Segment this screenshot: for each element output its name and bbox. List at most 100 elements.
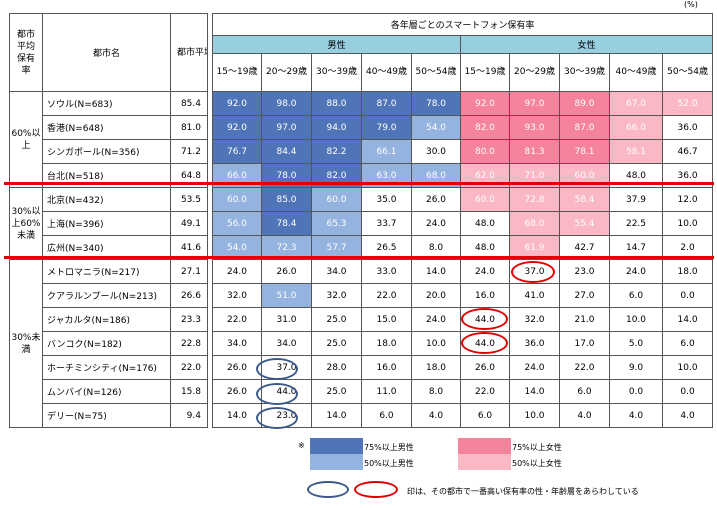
- male-rate-cell: 76.7: [212, 139, 262, 164]
- male-rate-cell: 54.0: [212, 235, 262, 260]
- city-name: ホーチミンシティ(N=176): [42, 355, 171, 380]
- city-name: バンコク(N=182): [42, 331, 171, 356]
- female-rate-cell: 12.0: [661, 187, 714, 212]
- female-rate-cell: 10.0: [661, 211, 714, 236]
- male-rate-cell: 54.0: [411, 115, 461, 140]
- ownership-band-label: 60%以上: [9, 91, 43, 188]
- table-row: クアラルンプール(N=213) 26.6 32.0 51.0 32.0 22.0 20.0 1…: [10, 283, 714, 308]
- table-row: シンガポール(N=356) 71.2 76.7 84.4 82.2 66.1 30.0 80.…: [10, 139, 714, 164]
- female-rate-cell: 0.0: [661, 283, 714, 308]
- female-rate-cell: 14.0: [661, 307, 714, 332]
- female-rate-cell: 26.0: [460, 355, 510, 380]
- table-row: ホーチミンシティ(N=176) 22.0 26.0 37.0 28.0 16.0 18.0 2…: [10, 355, 714, 380]
- city-average: 41.6: [170, 235, 208, 260]
- female-rate-cell: 10.0: [509, 403, 560, 428]
- male-rate-cell: 34.0: [212, 331, 262, 356]
- male-rate-cell: 24.0: [411, 211, 461, 236]
- age-header: 20～29歳: [261, 53, 312, 92]
- male-rate-cell: 57.7: [311, 235, 362, 260]
- ownership-band-label: 30%以上60%未満: [9, 187, 43, 260]
- female-rate-cell: 0.0: [609, 379, 663, 404]
- female-rate-cell: 18.0: [661, 259, 714, 284]
- male-header: 男性: [212, 35, 461, 54]
- male-rate-cell: 11.0: [361, 379, 412, 404]
- legend-male75: 75%以上男性: [364, 443, 414, 452]
- age-header: 20～29歳: [509, 53, 560, 92]
- female-rate-cell: 82.0: [460, 115, 510, 140]
- age-header: 40～49歳: [361, 53, 412, 92]
- male-rate-cell: 14.0: [311, 403, 362, 428]
- female-rate-cell: 89.0: [559, 91, 610, 116]
- male-rate-cell: 6.0: [361, 403, 412, 428]
- female-rate-cell: 48.0: [460, 235, 510, 260]
- male-rate-cell: 34.0: [261, 331, 312, 356]
- male-rate-cell: 22.0: [361, 283, 412, 308]
- female-rate-cell: 78.1: [559, 139, 610, 164]
- unit-label: (%): [684, 0, 698, 9]
- male-rate-cell: 60.0: [212, 187, 262, 212]
- female-rate-cell: 27.0: [559, 283, 610, 308]
- female-rate-cell: 41.0: [509, 283, 560, 308]
- city-avg-header: 都市平均保有率: [170, 13, 208, 92]
- male-rate-cell: 92.0: [212, 91, 262, 116]
- age-header: 15～19歳: [460, 53, 510, 92]
- table-row: ジャカルタ(N=186) 23.3 22.0 31.0 25.0 15.0 24.0 44.0…: [10, 307, 714, 332]
- city-average: 9.4: [170, 403, 208, 428]
- legend-swatch-male50: [310, 454, 363, 470]
- female-rate-cell: 72.8: [509, 187, 560, 212]
- female-rate-cell: 66.0: [609, 115, 663, 140]
- female-rate-cell: 80.0: [460, 139, 510, 164]
- female-rate-cell: 4.0: [661, 403, 714, 428]
- female-rate-cell: 22.0: [559, 355, 610, 380]
- city-average: 26.6: [170, 283, 208, 308]
- female-rate-cell: 4.0: [609, 403, 663, 428]
- male-rate-cell: 87.0: [361, 91, 412, 116]
- legend-male50: 50%以上男性: [364, 459, 414, 468]
- female-rate-cell: 58.4: [559, 187, 610, 212]
- legend-circle-note: 印は、その都市で一番高い保有率の性・年齢層をあらわしている: [407, 487, 639, 496]
- highlight-circle-red: [461, 332, 508, 354]
- city-average: 85.4: [170, 91, 208, 116]
- female-rate-cell: 60.0: [460, 187, 510, 212]
- city-name-header: 都市名: [42, 13, 171, 92]
- female-rate-cell: 22.5: [609, 211, 663, 236]
- female-rate-cell: 21.0: [559, 307, 610, 332]
- female-rate-cell: 4.0: [559, 403, 610, 428]
- female-rate-cell: 48.0: [460, 211, 510, 236]
- male-rate-cell: 33.7: [361, 211, 412, 236]
- city-average: 15.8: [170, 379, 208, 404]
- male-rate-cell: 20.0: [411, 283, 461, 308]
- female-rate-cell: 6.0: [460, 403, 510, 428]
- male-rate-cell: 79.0: [361, 115, 412, 140]
- female-rate-cell: 2.0: [661, 235, 714, 260]
- female-rate-cell: 68.0: [509, 211, 560, 236]
- female-rate-cell: 10.0: [609, 307, 663, 332]
- highlight-circle-blue: [256, 358, 298, 380]
- male-rate-cell: 78.4: [261, 211, 312, 236]
- age-header: 30～39歳: [559, 53, 610, 92]
- highlight-circle-blue: [256, 383, 298, 405]
- male-rate-cell: 14.0: [411, 259, 461, 284]
- male-rate-cell: 65.3: [311, 211, 362, 236]
- male-rate-cell: 97.0: [261, 115, 312, 140]
- legend-swatch-female75: [458, 438, 511, 454]
- male-rate-cell: 16.0: [361, 355, 412, 380]
- city-average: 27.1: [170, 259, 208, 284]
- female-rate-cell: 16.0: [460, 283, 510, 308]
- age-header: 30～39歳: [311, 53, 362, 92]
- legend-note-mark: ※: [298, 441, 305, 450]
- male-rate-cell: 66.1: [361, 139, 412, 164]
- avg-group-header: 都市平均保有率: [9, 13, 43, 92]
- male-rate-cell: 28.0: [311, 355, 362, 380]
- male-rate-cell: 25.0: [311, 379, 362, 404]
- age-header: 50～54歳: [411, 53, 461, 92]
- city-average: 22.0: [170, 355, 208, 380]
- table-row: 広州(N=340) 41.6 54.0 72.3 57.7 26.5 8.0 48.0 61.9…: [10, 235, 714, 260]
- legend-female75: 75%以上女性: [512, 443, 562, 452]
- male-rate-cell: 56.0: [212, 211, 262, 236]
- male-rate-cell: 24.0: [411, 307, 461, 332]
- female-rate-cell: 5.0: [609, 331, 663, 356]
- table-row: 香港(N=648) 81.0 92.0 97.0 94.0 79.0 54.0 82.0 93.…: [10, 115, 714, 140]
- male-rate-cell: 30.0: [411, 139, 461, 164]
- table-title: 各年層ごとのスマートフォン保有率: [211, 13, 714, 36]
